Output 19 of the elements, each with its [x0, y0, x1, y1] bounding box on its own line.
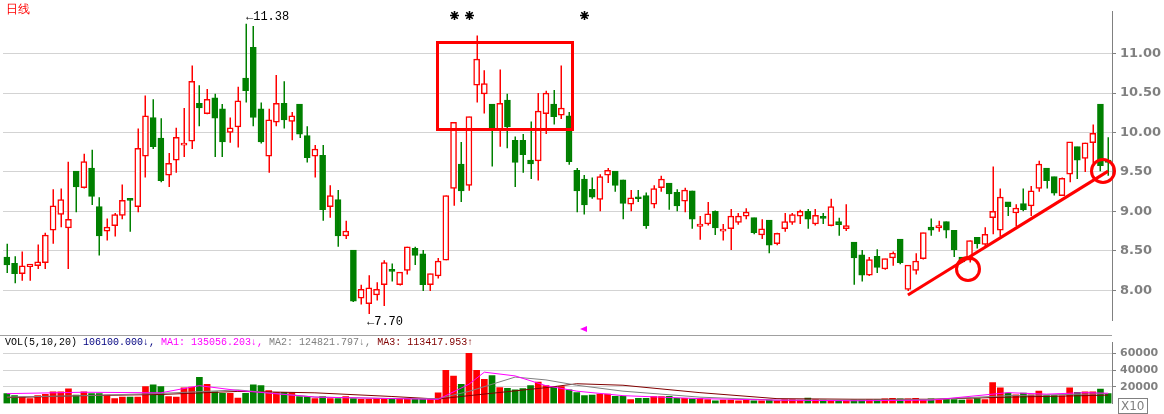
chart-title: VOL(5,10,20): [5, 337, 78, 348]
y-tick-label: 11.00: [1120, 44, 1162, 60]
annotation: ←11.38: [246, 10, 290, 25]
text: MA3: 113417.953↑: [377, 337, 474, 348]
annotation: 106100.000↓,: [83, 337, 156, 348]
text: MA2: 124821.797↓,: [269, 337, 372, 348]
y-tick-label: 20000: [1120, 379, 1159, 393]
annotation: ←7.70: [367, 315, 404, 330]
text: X10: [1118, 398, 1148, 414]
y-tick-label: 60000: [1120, 346, 1159, 360]
y-tick-label: 10.00: [1120, 123, 1162, 139]
y-tick-label: 9.00: [1120, 202, 1153, 218]
y-tick-label: 10.50: [1120, 84, 1162, 100]
text: MA1: 135056.203↓,: [161, 337, 264, 348]
y-tick-label: 9.50: [1120, 163, 1153, 179]
y-tick-label: 40000: [1120, 362, 1159, 376]
chart-title: 日线: [6, 1, 30, 18]
y-tick-label: 8.00: [1120, 281, 1153, 297]
y-tick-label: 8.50: [1120, 242, 1153, 258]
